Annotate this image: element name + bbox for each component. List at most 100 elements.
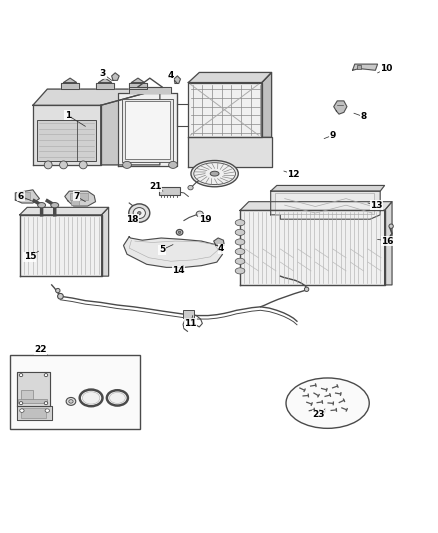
Polygon shape xyxy=(271,191,380,219)
Bar xyxy=(159,187,180,195)
Ellipse shape xyxy=(389,224,393,229)
Polygon shape xyxy=(17,406,52,420)
Text: 9: 9 xyxy=(324,131,336,140)
Ellipse shape xyxy=(19,374,23,377)
Ellipse shape xyxy=(206,174,223,184)
Ellipse shape xyxy=(19,402,23,405)
Bar xyxy=(18,399,47,403)
Ellipse shape xyxy=(51,203,59,208)
Ellipse shape xyxy=(38,203,46,208)
Text: 4: 4 xyxy=(168,71,177,84)
Ellipse shape xyxy=(138,212,141,215)
Ellipse shape xyxy=(235,258,245,264)
Polygon shape xyxy=(101,89,160,165)
Bar xyxy=(357,65,361,69)
Polygon shape xyxy=(112,73,119,80)
Polygon shape xyxy=(385,201,392,285)
Ellipse shape xyxy=(235,220,245,226)
Polygon shape xyxy=(20,207,109,215)
Polygon shape xyxy=(188,83,262,138)
Ellipse shape xyxy=(235,239,245,245)
Polygon shape xyxy=(240,211,385,285)
Ellipse shape xyxy=(66,398,76,405)
Polygon shape xyxy=(65,191,95,206)
Text: 6: 6 xyxy=(18,192,32,201)
Polygon shape xyxy=(131,78,145,83)
Polygon shape xyxy=(118,93,177,166)
Text: 3: 3 xyxy=(100,69,112,80)
Ellipse shape xyxy=(60,161,67,169)
Polygon shape xyxy=(188,138,272,167)
Polygon shape xyxy=(20,215,102,276)
Text: 5: 5 xyxy=(159,245,173,254)
Polygon shape xyxy=(17,373,50,406)
Text: 16: 16 xyxy=(378,237,394,246)
Ellipse shape xyxy=(82,392,100,404)
Text: 1: 1 xyxy=(65,111,85,126)
Text: 10: 10 xyxy=(378,64,392,73)
Polygon shape xyxy=(271,185,385,191)
Ellipse shape xyxy=(56,288,60,293)
Polygon shape xyxy=(240,201,392,211)
Ellipse shape xyxy=(44,402,48,405)
Bar xyxy=(21,408,46,418)
Text: 4: 4 xyxy=(215,244,224,254)
Polygon shape xyxy=(33,106,101,165)
Ellipse shape xyxy=(129,204,150,222)
Polygon shape xyxy=(188,72,272,83)
Ellipse shape xyxy=(304,287,309,292)
Ellipse shape xyxy=(196,211,203,217)
Bar xyxy=(125,101,170,159)
Polygon shape xyxy=(129,83,147,89)
Bar xyxy=(71,200,79,205)
Ellipse shape xyxy=(110,392,125,403)
Ellipse shape xyxy=(20,409,24,413)
Polygon shape xyxy=(174,76,180,84)
Text: 22: 22 xyxy=(34,345,47,355)
Ellipse shape xyxy=(191,160,238,187)
Ellipse shape xyxy=(123,161,131,168)
Ellipse shape xyxy=(79,161,87,169)
Text: 14: 14 xyxy=(173,265,185,276)
Polygon shape xyxy=(334,101,347,114)
Polygon shape xyxy=(96,83,114,89)
Polygon shape xyxy=(353,64,378,70)
Polygon shape xyxy=(102,207,109,276)
Polygon shape xyxy=(15,190,39,203)
Ellipse shape xyxy=(178,231,181,233)
Bar xyxy=(122,99,173,162)
Bar xyxy=(275,193,374,214)
Polygon shape xyxy=(262,72,272,138)
Ellipse shape xyxy=(188,185,193,190)
Bar xyxy=(21,391,33,400)
Text: 19: 19 xyxy=(198,215,211,224)
Text: 11: 11 xyxy=(184,316,197,328)
Text: 12: 12 xyxy=(284,170,300,179)
Text: 23: 23 xyxy=(313,409,325,419)
Polygon shape xyxy=(61,83,79,89)
Bar xyxy=(10,355,140,429)
Ellipse shape xyxy=(169,161,177,168)
Ellipse shape xyxy=(176,230,183,235)
Ellipse shape xyxy=(286,378,369,429)
Bar xyxy=(18,192,30,199)
Text: 21: 21 xyxy=(149,182,163,191)
Ellipse shape xyxy=(44,161,52,169)
Text: 15: 15 xyxy=(24,251,39,261)
Ellipse shape xyxy=(194,163,236,184)
Ellipse shape xyxy=(69,400,73,403)
Ellipse shape xyxy=(44,374,48,377)
Ellipse shape xyxy=(133,207,145,219)
Polygon shape xyxy=(33,89,160,106)
Ellipse shape xyxy=(235,229,245,236)
Ellipse shape xyxy=(235,268,245,274)
Polygon shape xyxy=(124,237,223,268)
Text: 18: 18 xyxy=(126,215,139,224)
Polygon shape xyxy=(64,78,77,83)
Ellipse shape xyxy=(235,248,245,255)
Text: 7: 7 xyxy=(74,192,85,201)
Polygon shape xyxy=(129,87,171,93)
Polygon shape xyxy=(99,78,112,83)
Bar xyxy=(183,310,194,318)
Text: 8: 8 xyxy=(354,112,367,121)
